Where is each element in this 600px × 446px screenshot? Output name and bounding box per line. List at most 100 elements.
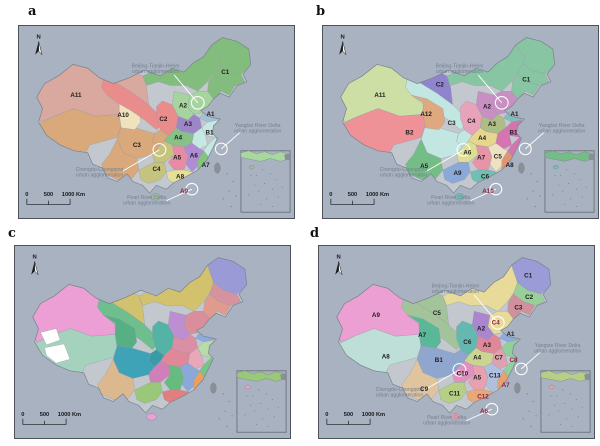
agglomeration-circle-prd [185,182,199,196]
region-label-d-C5: C5 [433,310,442,317]
region-label-d-C11: C11 [449,391,461,398]
china-coastline [32,257,248,414]
inset-hainan [549,385,555,390]
region-label-d-A7: A7 [502,382,511,389]
inset-islet-dot [277,406,279,408]
inset-islet-dot [575,399,577,401]
annotation-leader-prd [470,188,497,202]
region-label-b-A6: A6 [463,150,472,157]
region-label-b-A3: A3 [488,121,497,128]
inset-taiwan [584,373,591,381]
annotation-leader-ccq [120,149,160,173]
sea-islet-dot [232,180,234,183]
sea-islet-dot [532,190,534,192]
inset-islet-dot [561,389,564,391]
region-c-PRD [174,399,185,408]
hainan-island [454,193,465,201]
inset-islet-dot [246,395,248,397]
inset-islet-dot [552,194,554,196]
annotation-text-ccq: Chengdu-Chongqing urban agglomeration [380,167,428,179]
agglomeration-circle-ccq [152,143,167,157]
inset-islet-dot [554,175,556,177]
agglomeration-circle-prd [485,402,499,416]
region-label-d-C6: C6 [463,339,472,346]
inset-islet-dot [281,186,283,188]
region-label-a-A7: A7 [202,162,211,169]
inset-islet-dot [575,188,577,190]
region-label-d-C10: C10 [457,371,469,378]
region-label-a-A5: A5 [173,154,182,161]
region-label-b-A11: A11 [374,92,386,99]
north-label: N [33,255,37,261]
sea-islet-dot [526,393,528,395]
inset-islet-dot [562,190,564,192]
scalebar-tick-label-500: 500 [344,412,353,418]
panel-letter-a: a [28,4,37,19]
north-label: N [337,255,341,261]
region-c-GZ [148,360,171,383]
region-label-a-A6: A6 [190,153,199,160]
region-c-GX [134,382,163,404]
region-label-a-C3: C3 [133,142,142,149]
inset-islet-dot [565,169,568,171]
region-label-b-C4: C4 [467,118,476,125]
inset-hainan [245,385,251,390]
region-label-d-C8: C8 [509,357,518,364]
inset-islet-dot [575,205,577,208]
inset-islet-dot [250,404,252,406]
region-label-a-A9: A9 [180,188,189,195]
sea-islet-dot [528,410,530,412]
region-label-b-C5: C5 [494,154,503,161]
region-d-C3 [507,293,536,320]
scalebar-bar [330,198,375,205]
north-label: N [37,35,41,41]
sea-islet-dot [235,195,237,197]
north-label: N [341,35,345,41]
sea-islet-dot [228,400,230,403]
region-label-b-A12: A12 [420,111,432,118]
agglomeration-circle-bth [190,96,205,110]
inset-islet-dot [585,186,587,188]
region-label-a-A8: A8 [176,174,185,181]
china-coastline [340,37,556,194]
inset-taiwan [588,153,595,161]
inset-islet-dot [271,188,273,190]
region-label-a-B1: B1 [206,130,215,137]
region-c-W2 [44,343,71,364]
inset-islet-dot [571,408,573,410]
inset-islet-dot [560,423,562,426]
sea-islet-dot [230,205,232,208]
annotation-leader-yrd [521,351,542,370]
annotation-leader-ccq [420,369,460,393]
region-d-C11 [438,382,467,404]
annotation-text-yrd: Yangtze River Delta urban agglomeration [534,343,582,355]
annotation-text-bth: Beijing-Tianjin-Hebei urban agglomeration [436,63,484,75]
region-label-b-A2: A2 [483,104,492,111]
inset-islet-dot [565,418,568,420]
region-label-b-A1: A1 [511,111,520,118]
panel-letter-c: c [8,226,16,241]
region-label-a-A4: A4 [174,134,183,141]
north-arrow-dark [339,41,343,55]
annotation-text-prd: Pearl River Delta urban agglomeration [427,195,475,207]
region-label-b-B2: B2 [405,130,414,137]
region-c-W1 [40,328,61,346]
inset-islet-dot [260,203,262,206]
scalebar-tick-label-1000: 1000 [362,412,375,418]
sea-islet-dot [526,198,528,200]
annotation-leader-yrd [221,131,242,150]
inset-islet-dot [554,404,556,406]
inset-islet-dot [569,393,572,395]
region-label-a-A1: A1 [207,111,216,118]
inset-islet-dot [265,198,268,200]
agglomeration-circle-bth [494,96,509,110]
region-b-A12 [411,94,445,130]
region-label-d-A1: A1 [507,331,516,338]
region-label-a-A3: A3 [184,121,193,128]
region-label-a-C2: C2 [159,116,168,123]
region-label-b-A4: A4 [478,135,487,142]
inset-islet-dot [254,184,256,186]
region-label-d-C4: C4 [492,320,501,327]
inset-islet-dot [556,395,558,397]
scalebar-tick-label-1000: 1000 [366,192,379,198]
